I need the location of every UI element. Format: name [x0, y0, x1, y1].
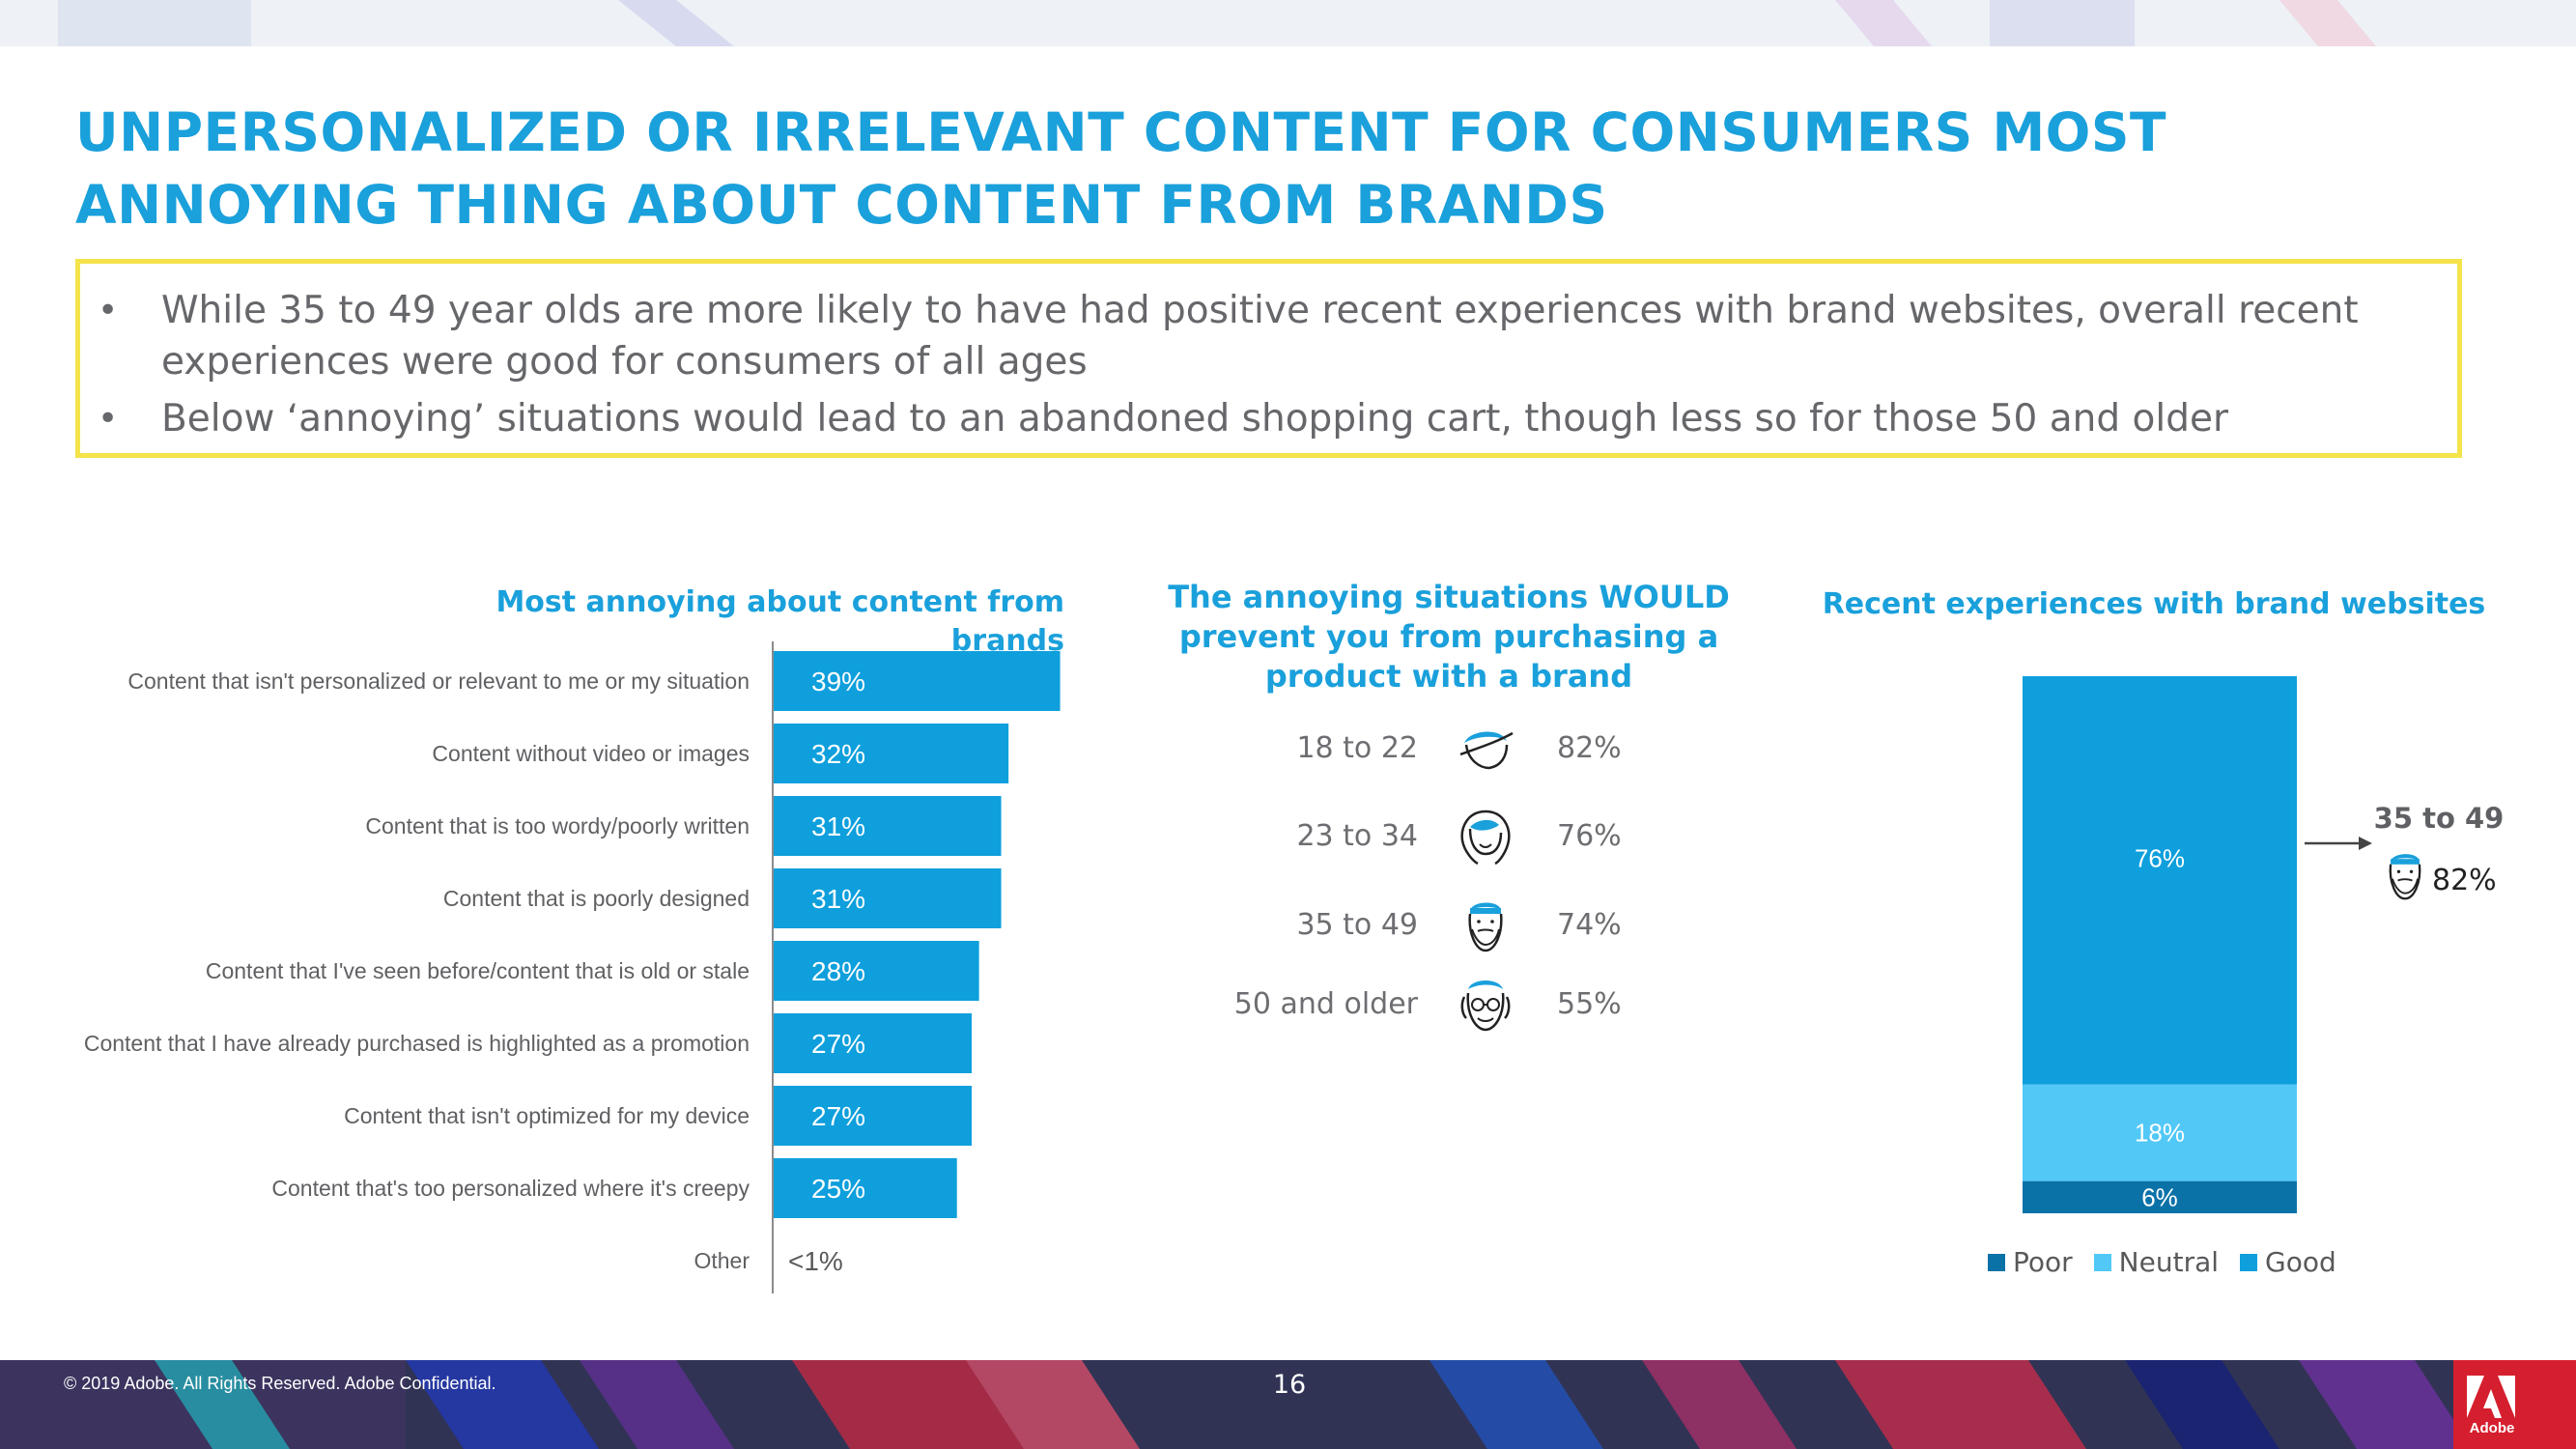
key-findings-callout: While 35 to 49 year olds are more likely…: [75, 259, 2462, 458]
adobe-wordmark: Adobe: [2469, 1420, 2515, 1436]
age-panel-title: The annoying situations WOULD prevent yo…: [1168, 579, 1730, 695]
category-label: Content that is poorly designed: [443, 886, 750, 911]
age-value: 82%: [1557, 731, 1622, 765]
legend-item-good: Good: [2240, 1246, 2336, 1278]
legend-item-neutral: Neutral: [2093, 1246, 2220, 1278]
category-label: Content that's too personalized where it…: [271, 1176, 750, 1201]
category-label: Content that isn't personalized or relev…: [127, 668, 750, 694]
category-label: Content that I've seen before/content th…: [206, 958, 750, 983]
bar: [773, 941, 979, 1001]
young-person-icon: [1459, 731, 1514, 770]
data-label: 27%: [811, 1101, 865, 1131]
age-row: 35 to 49 74%: [1188, 896, 1729, 974]
finding-bullet: Below ‘annoying’ situations would lead t…: [98, 393, 2438, 444]
age-value: 55%: [1557, 987, 1622, 1021]
older-person-icon: [1460, 980, 1511, 1032]
page-number: 16: [1272, 1370, 1307, 1400]
finding-bullet: While 35 to 49 year olds are more likely…: [98, 285, 2438, 387]
data-label: 25%: [811, 1174, 865, 1204]
bar: [773, 724, 1009, 783]
age-label: 35 to 49: [1296, 908, 1418, 942]
legend-label: Neutral: [2118, 1246, 2220, 1278]
adobe-logo-icon: [2467, 1376, 2515, 1437]
data-label: <1%: [788, 1246, 843, 1276]
bar: [773, 868, 1002, 928]
bar: [773, 796, 1002, 856]
bar: [773, 651, 1061, 711]
bar-chart-title: Most annoying about content from brands: [495, 585, 1064, 658]
segment-neutral: [2023, 1084, 2297, 1181]
category-label: Content that is too wordy/poorly written: [365, 813, 750, 838]
legend-label: Good: [2265, 1246, 2336, 1278]
bar: [773, 1086, 973, 1146]
age-label: 18 to 22: [1296, 731, 1418, 765]
cohort-annotation-value: 82%: [2432, 864, 2497, 897]
recent-experiences-stacked-bar: 6% 18% 76%: [2023, 676, 2297, 1213]
data-label: 27%: [811, 1029, 865, 1059]
legend-label: Poor: [2013, 1246, 2073, 1278]
category-label: Content that I have already purchased is…: [84, 1031, 750, 1056]
age-row: 50 and older 55%: [1188, 976, 1729, 1053]
data-label: 32%: [811, 739, 865, 769]
age-label: 23 to 34: [1296, 819, 1418, 853]
bearded-man-icon: [1468, 902, 1503, 952]
age-value: 74%: [1557, 908, 1622, 942]
age-value: 76%: [1557, 819, 1622, 853]
bar: [773, 1013, 973, 1073]
top-decorative-band: [0, 0, 2576, 46]
category-label: Content without video or images: [432, 741, 750, 766]
segment-poor: [2023, 1180, 2297, 1213]
age-row: 18 to 22 82%: [1188, 720, 1729, 797]
data-label: 31%: [811, 811, 865, 841]
cohort-annotation-label: 35 to 49: [2373, 802, 2505, 835]
segment-label: 6%: [2141, 1182, 2178, 1211]
legend-item-poor: Poor: [1988, 1246, 2073, 1278]
age-label: 50 and older: [1233, 987, 1418, 1021]
stacked-chart-title: Recent experiences with brand websites: [1822, 587, 2486, 621]
bottom-decorative-band: [0, 1360, 2576, 1449]
woman-icon: [1460, 810, 1511, 866]
category-label: Content that isn't optimized for my devi…: [344, 1103, 750, 1128]
bar: [773, 1158, 957, 1218]
segment-label: 18%: [2135, 1119, 2185, 1148]
copyright-text: © 2019 Adobe. All Rights Reserved. Adobe…: [64, 1374, 496, 1393]
data-label: 39%: [811, 667, 865, 696]
segment-good: [2023, 676, 2297, 1085]
stacked-legend: Poor Neutral Good: [1988, 1246, 2336, 1278]
bearded-man-icon: [2389, 854, 2421, 900]
segment-label: 76%: [2135, 843, 2185, 872]
arrow-right-icon: [2305, 837, 2372, 850]
data-label: 31%: [811, 884, 865, 914]
annoying-content-bar-chart: Content that isn't personalized or relev…: [84, 641, 1061, 1293]
slide-headline: UNPERSONALIZED OR IRRELEVANT CONTENT FOR…: [75, 101, 2167, 236]
data-label: 28%: [811, 956, 865, 986]
age-row: 23 to 34 76%: [1188, 808, 1729, 885]
category-label: Other: [694, 1248, 750, 1273]
